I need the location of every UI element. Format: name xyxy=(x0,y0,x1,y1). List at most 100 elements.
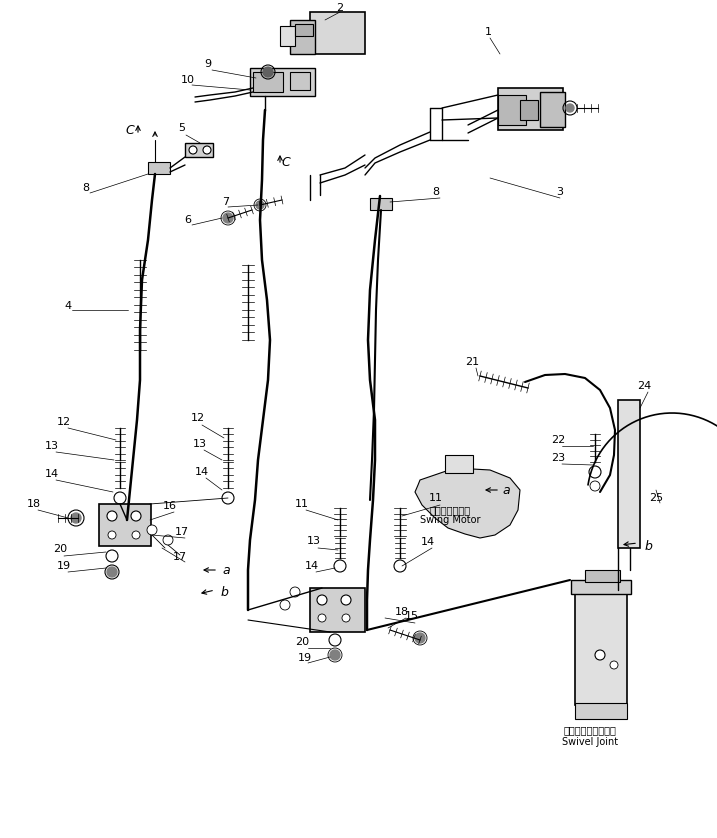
Circle shape xyxy=(280,600,290,610)
Circle shape xyxy=(329,634,341,646)
Text: 17: 17 xyxy=(175,527,189,537)
Bar xyxy=(520,100,538,120)
Text: スイベルジョイント: スイベルジョイント xyxy=(564,725,617,735)
Circle shape xyxy=(342,614,350,622)
Bar xyxy=(295,24,313,36)
Circle shape xyxy=(203,146,211,154)
Text: 17: 17 xyxy=(173,552,187,562)
Text: C: C xyxy=(125,123,134,137)
Bar xyxy=(498,88,563,130)
Bar xyxy=(253,72,283,92)
Text: 8: 8 xyxy=(82,183,90,193)
Circle shape xyxy=(223,213,233,223)
Circle shape xyxy=(222,492,234,504)
Text: b: b xyxy=(220,587,228,599)
Text: a: a xyxy=(502,484,510,496)
Circle shape xyxy=(610,661,618,669)
Text: C: C xyxy=(282,156,290,168)
Text: 25: 25 xyxy=(649,493,663,503)
Text: Swing Motor: Swing Motor xyxy=(419,515,480,525)
Bar xyxy=(575,590,627,705)
Text: 10: 10 xyxy=(181,75,195,85)
Text: b: b xyxy=(644,541,652,554)
Bar xyxy=(250,68,315,96)
Text: 12: 12 xyxy=(57,417,71,427)
Text: 21: 21 xyxy=(465,357,479,367)
Circle shape xyxy=(394,560,406,572)
Circle shape xyxy=(131,511,141,521)
Circle shape xyxy=(107,567,117,577)
Text: 3: 3 xyxy=(556,187,564,197)
Text: 1: 1 xyxy=(485,27,491,37)
Text: 15: 15 xyxy=(405,611,419,621)
Bar xyxy=(540,92,565,127)
Text: 11: 11 xyxy=(295,499,309,509)
Bar xyxy=(498,95,526,125)
Text: 4: 4 xyxy=(65,301,72,311)
Circle shape xyxy=(415,633,425,643)
Text: 11: 11 xyxy=(429,493,443,503)
Circle shape xyxy=(147,525,157,535)
Text: 12: 12 xyxy=(191,413,205,423)
Circle shape xyxy=(163,535,173,545)
Text: Swivel Joint: Swivel Joint xyxy=(562,737,618,747)
Circle shape xyxy=(330,650,340,660)
Circle shape xyxy=(589,466,601,478)
Bar xyxy=(290,20,315,54)
Text: 18: 18 xyxy=(27,499,41,509)
Bar xyxy=(280,26,295,46)
Text: 16: 16 xyxy=(163,501,177,511)
Text: 20: 20 xyxy=(53,544,67,554)
Bar xyxy=(370,198,392,210)
Circle shape xyxy=(341,595,351,605)
Text: 14: 14 xyxy=(195,467,209,477)
Bar xyxy=(571,580,631,594)
Circle shape xyxy=(107,511,117,521)
Bar xyxy=(290,72,310,90)
Circle shape xyxy=(256,201,264,209)
Bar xyxy=(310,12,365,54)
Bar xyxy=(575,703,627,719)
Bar xyxy=(99,504,151,546)
Circle shape xyxy=(590,481,600,491)
Bar xyxy=(148,162,170,174)
Bar xyxy=(185,143,213,157)
Circle shape xyxy=(334,560,346,572)
Text: 13: 13 xyxy=(45,441,59,451)
Bar xyxy=(618,400,640,548)
Text: 19: 19 xyxy=(298,653,312,663)
Text: 22: 22 xyxy=(551,435,565,445)
Circle shape xyxy=(132,531,140,539)
Text: 23: 23 xyxy=(551,453,565,463)
Text: a: a xyxy=(222,563,230,577)
Circle shape xyxy=(71,513,81,523)
Circle shape xyxy=(106,550,118,562)
Text: 14: 14 xyxy=(45,469,59,479)
Text: 19: 19 xyxy=(57,561,71,571)
Circle shape xyxy=(317,595,327,605)
Text: 14: 14 xyxy=(421,537,435,547)
Circle shape xyxy=(263,67,273,77)
Circle shape xyxy=(566,104,574,112)
Text: 2: 2 xyxy=(336,3,343,13)
Circle shape xyxy=(290,587,300,597)
Text: 9: 9 xyxy=(204,59,212,69)
Text: 13: 13 xyxy=(193,439,207,449)
Text: 8: 8 xyxy=(432,187,440,197)
Text: 18: 18 xyxy=(395,607,409,617)
Text: 14: 14 xyxy=(305,561,319,571)
Circle shape xyxy=(318,614,326,622)
Text: 13: 13 xyxy=(307,536,321,546)
Bar xyxy=(310,588,365,632)
Circle shape xyxy=(189,146,197,154)
Circle shape xyxy=(595,650,605,660)
Circle shape xyxy=(114,492,126,504)
Text: 20: 20 xyxy=(295,637,309,647)
Text: 6: 6 xyxy=(184,215,191,225)
Text: 24: 24 xyxy=(637,381,651,391)
Text: スイングモータ: スイングモータ xyxy=(429,505,470,515)
Bar xyxy=(445,455,473,473)
Text: 7: 7 xyxy=(222,197,229,207)
Text: 5: 5 xyxy=(179,123,186,133)
Polygon shape xyxy=(415,468,520,538)
